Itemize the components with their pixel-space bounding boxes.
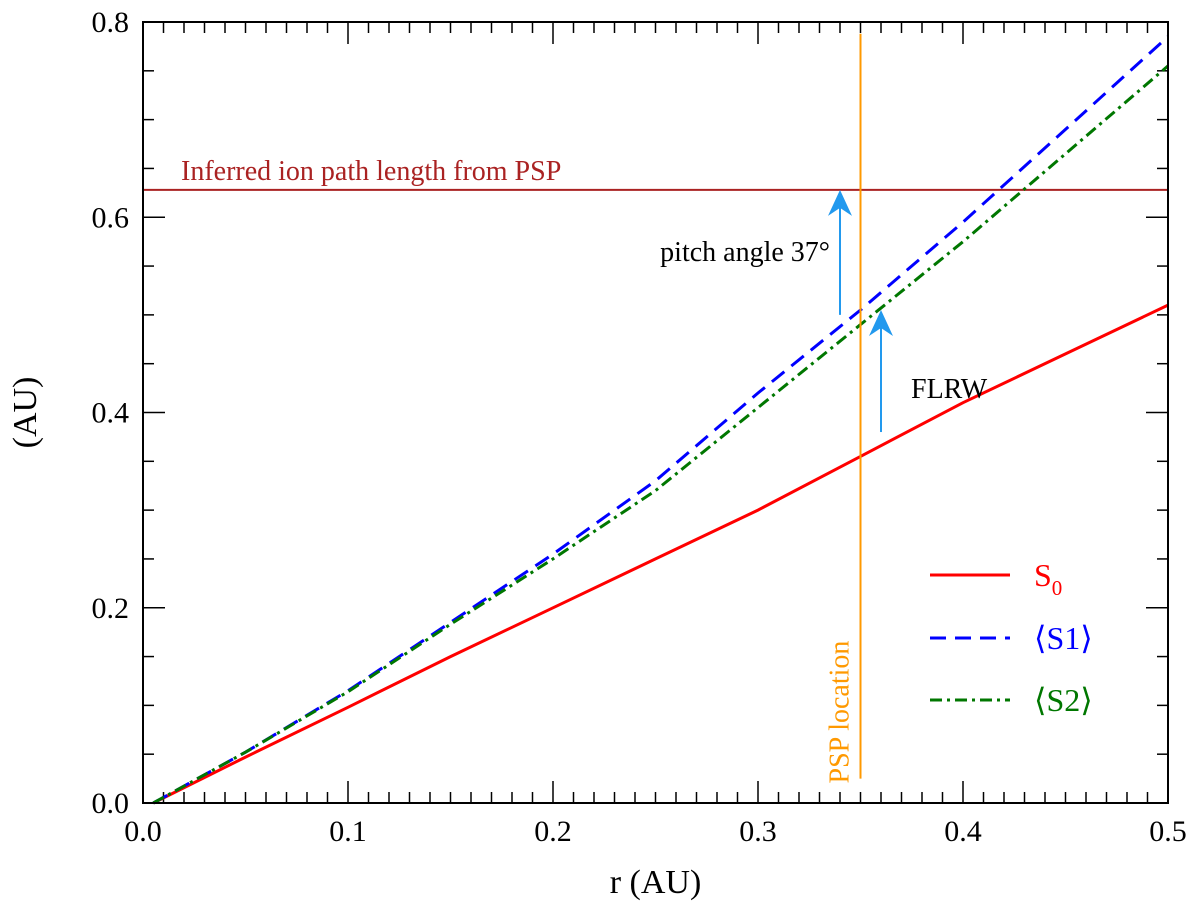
x-tick-label: 0.3 <box>739 815 777 848</box>
x-axis-title: r (AU) <box>610 864 702 901</box>
legend: S0 ⟨S1⟩ ⟨S2⟩ <box>930 557 1093 718</box>
x-tick-label: 0.2 <box>534 815 572 848</box>
y-axis-title: (AU) <box>7 377 44 449</box>
series-line-2 <box>152 64 1169 805</box>
annotation-arrowhead <box>869 309 893 336</box>
inferred-path-label: Inferred ion path length from PSP <box>181 156 561 187</box>
tick-labels: 0.0 0.1 0.2 0.3 0.4 0.5 0.0 0.2 0.4 0.6 0.8 <box>92 6 1187 848</box>
x-tick-label: 0.5 <box>1149 815 1187 848</box>
series-line-0 <box>152 303 1169 805</box>
legend-subscript: 0 <box>1052 576 1063 600</box>
x-tick-label: 0.1 <box>329 815 367 848</box>
series-line-1 <box>152 35 1170 805</box>
psp-location-layer: PSP location <box>825 33 862 784</box>
y-tick-label: 0.4 <box>92 397 130 430</box>
y-tick-label: 0.2 <box>92 592 130 625</box>
y-tick-label: 0.0 <box>92 787 130 820</box>
psp-location-label: PSP location <box>825 641 856 784</box>
series-layer <box>152 35 1170 805</box>
axis-ticks <box>142 21 1169 804</box>
plot-frame <box>142 21 1169 804</box>
annotation-arrowhead <box>828 189 852 216</box>
reference-line-layer: Inferred ion path length from PSP <box>143 156 1168 191</box>
annotation-text: FLRW <box>911 374 988 405</box>
legend-label: ⟨S1⟩ <box>1034 620 1093 656</box>
legend-label: S0 <box>1034 557 1062 600</box>
legend-label: ⟨S2⟩ <box>1034 682 1093 718</box>
annotation-text: pitch angle 37° <box>660 237 830 268</box>
y-tick-label: 0.6 <box>92 201 130 234</box>
annotation-layer: pitch angle 37° FLRW <box>660 189 988 433</box>
y-tick-label: 0.8 <box>92 6 130 39</box>
x-tick-label: 0.0 <box>124 815 162 848</box>
x-tick-label: 0.4 <box>944 815 982 848</box>
